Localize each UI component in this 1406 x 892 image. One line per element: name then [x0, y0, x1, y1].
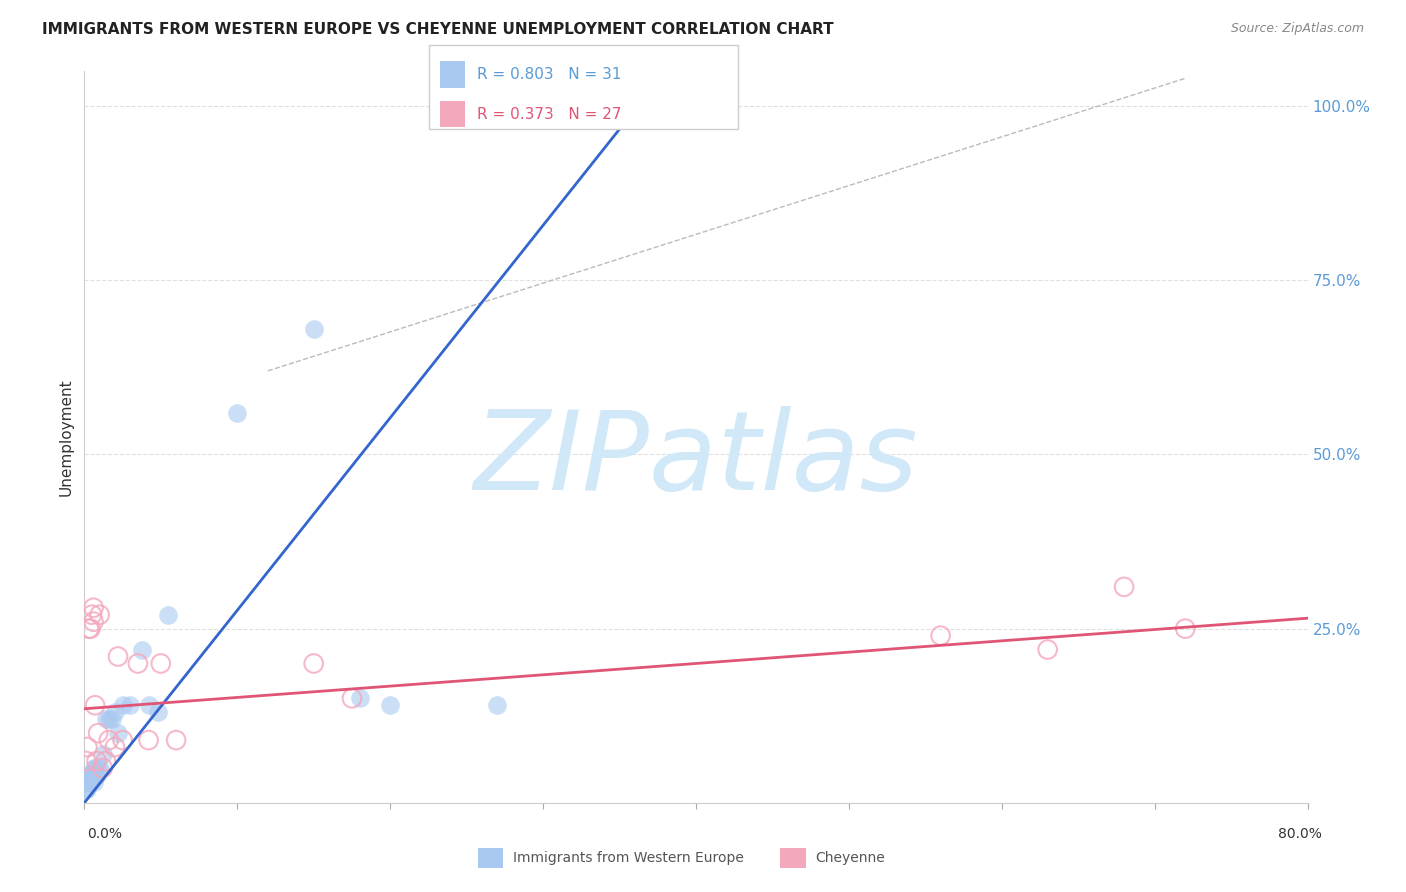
Point: [149, 657, 172, 671]
Point: [87, 761, 110, 775]
Point: [107, 726, 129, 740]
Point: [84, 761, 107, 775]
Point: [75, 754, 97, 768]
Point: [94, 712, 117, 726]
Point: [101, 712, 124, 726]
Point: [226, 406, 249, 420]
Point: [79, 622, 101, 636]
Text: 80.0%: 80.0%: [1278, 827, 1322, 841]
Point: [104, 740, 127, 755]
Text: Cheyenne: Cheyenne: [815, 851, 886, 865]
Point: [138, 733, 160, 747]
Point: [380, 698, 402, 713]
Point: [127, 657, 149, 671]
Point: [77, 768, 100, 782]
Point: [302, 322, 325, 336]
Point: [1036, 642, 1059, 657]
Point: [929, 629, 952, 643]
Point: [165, 733, 187, 747]
Point: [77, 622, 100, 636]
Text: R = 0.373   N = 27: R = 0.373 N = 27: [477, 106, 621, 121]
Point: [86, 768, 108, 782]
Point: [131, 642, 153, 657]
Point: [89, 607, 111, 622]
Point: [91, 747, 114, 761]
Point: [89, 761, 111, 775]
Point: [75, 781, 97, 796]
Point: [86, 754, 108, 768]
Point: [1174, 622, 1197, 636]
Point: [76, 781, 98, 796]
Point: [146, 705, 169, 719]
Point: [83, 761, 105, 775]
Point: [83, 600, 105, 615]
Y-axis label: Unemployment: Unemployment: [58, 378, 73, 496]
Point: [83, 615, 105, 629]
Point: [94, 754, 117, 768]
Point: [97, 733, 120, 747]
Point: [77, 775, 100, 789]
Point: [87, 726, 110, 740]
Point: [157, 607, 180, 622]
Point: [104, 705, 127, 719]
Text: ZIPatlas: ZIPatlas: [474, 406, 918, 513]
Point: [138, 698, 160, 713]
Point: [76, 775, 98, 789]
Point: [340, 691, 363, 706]
Point: [302, 657, 325, 671]
Text: Immigrants from Western Europe: Immigrants from Western Europe: [513, 851, 744, 865]
Point: [349, 691, 371, 706]
Point: [1114, 580, 1136, 594]
Point: [80, 768, 103, 782]
Point: [97, 712, 120, 726]
Point: [486, 698, 509, 713]
Point: [111, 698, 134, 713]
Text: Source: ZipAtlas.com: Source: ZipAtlas.com: [1230, 22, 1364, 36]
Point: [120, 698, 142, 713]
Text: R = 0.803   N = 31: R = 0.803 N = 31: [477, 67, 621, 82]
Point: [91, 761, 114, 775]
Point: [76, 740, 98, 755]
Point: [111, 733, 134, 747]
Point: [79, 768, 101, 782]
Point: [84, 698, 107, 713]
Point: [80, 607, 103, 622]
Text: IMMIGRANTS FROM WESTERN EUROPE VS CHEYENNE UNEMPLOYMENT CORRELATION CHART: IMMIGRANTS FROM WESTERN EUROPE VS CHEYEN…: [42, 22, 834, 37]
Point: [79, 775, 101, 789]
Text: 0.0%: 0.0%: [87, 827, 122, 841]
Point: [83, 775, 105, 789]
Point: [107, 649, 129, 664]
